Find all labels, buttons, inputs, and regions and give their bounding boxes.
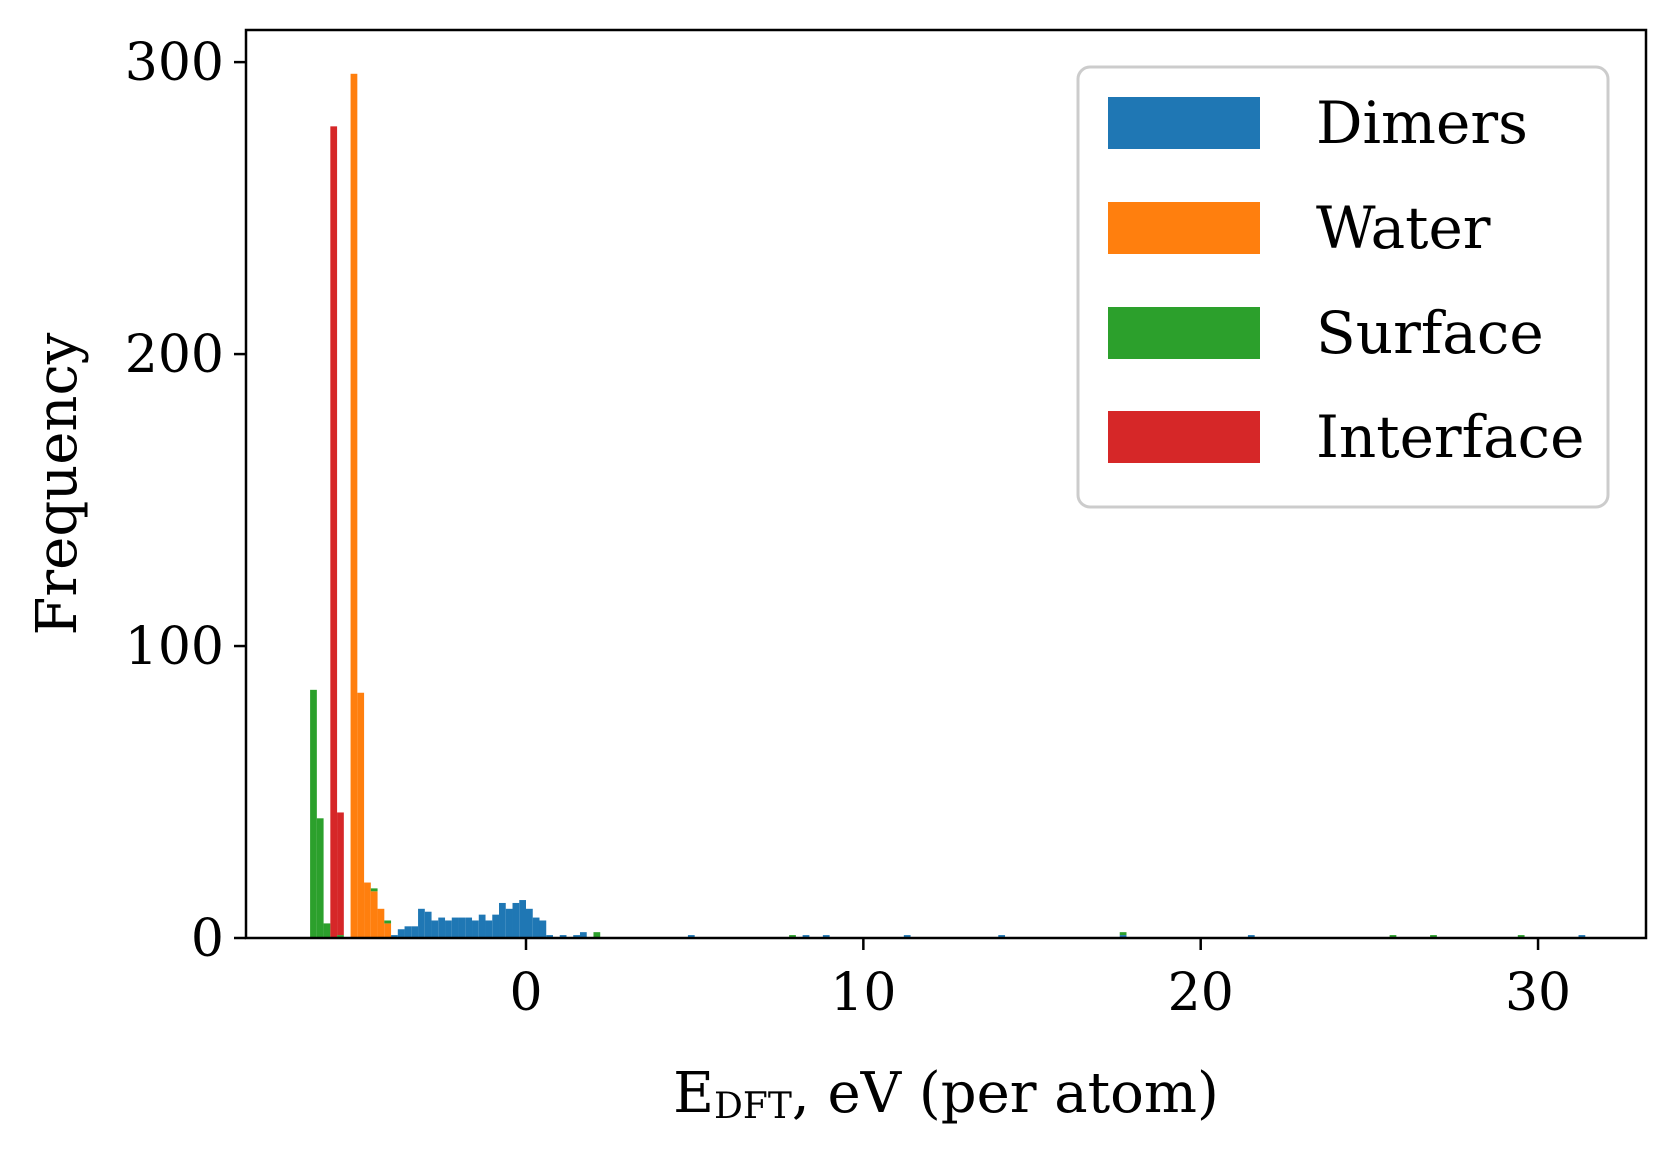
bar-water-0 (350, 73, 358, 939)
legend-label-surface: Surface (1316, 299, 1544, 367)
x-tick-label: 30 (1505, 963, 1571, 1023)
bar-dimers-31 (998, 935, 1006, 938)
legend-label-water: Water (1316, 194, 1491, 262)
bar-dimers-7 (438, 917, 446, 938)
bar-water-1 (357, 692, 365, 938)
bar-dimers-29 (822, 935, 830, 938)
bar-dimers-6 (431, 920, 439, 938)
bar-surface-11 (1517, 935, 1525, 938)
bar-water-5 (384, 923, 392, 938)
legend-label-interface: Interface (1316, 403, 1584, 471)
x-tick-label: 0 (509, 963, 542, 1023)
bars-layer (310, 73, 1586, 939)
bar-dimers-22 (539, 920, 547, 938)
bar-dimers-18 (512, 902, 520, 938)
bar-dimers-23 (546, 935, 553, 938)
bar-dimers-20 (526, 908, 533, 938)
bar-dimers-25 (573, 935, 580, 938)
bar-surface-6 (593, 932, 601, 938)
bar-dimers-32 (1119, 935, 1127, 938)
bar-dimers-26 (579, 932, 587, 938)
bar-dimers-17 (505, 908, 513, 938)
legend: Dimers Water Surface Interface (1076, 65, 1610, 509)
bar-dimers-27 (687, 935, 695, 938)
legend-swatch-surface (1108, 307, 1260, 359)
bar-dimers-5 (424, 911, 432, 938)
bar-dimers-19 (519, 900, 526, 938)
plot-frame (244, 28, 1648, 940)
bar-dimers-21 (532, 917, 540, 938)
bar-water-3 (370, 891, 378, 938)
bar-surface-2 (323, 923, 331, 938)
bar-dimers-24 (559, 935, 567, 938)
bar-surface-9 (1389, 935, 1397, 938)
bar-water-2 (364, 882, 371, 938)
bar-surface-8 (1119, 932, 1127, 936)
y-tick-label: 0 (191, 909, 224, 969)
bar-dimers-10 (458, 917, 466, 938)
bar-water-4 (377, 908, 385, 938)
x-tick-label: 20 (1168, 963, 1234, 1023)
y-tick-label: 300 (125, 33, 224, 93)
bar-dimers-13 (478, 914, 486, 938)
bar-dimers-28 (802, 935, 810, 938)
bar-dimers-34 (1578, 935, 1586, 938)
bar-dimers-9 (451, 917, 459, 938)
legend-swatch-dimers (1108, 97, 1260, 149)
bar-dimers-2 (404, 926, 412, 938)
bar-dimers-15 (492, 914, 500, 938)
bar-dimers-33 (1247, 935, 1255, 938)
bar-interface-1 (337, 812, 344, 936)
y-tick-label: 100 (125, 617, 224, 677)
legend-swatch-interface (1108, 411, 1260, 463)
bar-dimers-4 (418, 908, 425, 938)
legend-swatch-water (1108, 202, 1260, 254)
bar-surface-7 (789, 935, 796, 938)
x-axis-title: EDFT, eV (per atom) (673, 1061, 1219, 1127)
x-tick-label: 10 (830, 963, 896, 1023)
bar-dimers-8 (445, 920, 452, 938)
bar-dimers-1 (397, 929, 405, 938)
bar-surface-4 (370, 888, 378, 892)
bar-surface-1 (316, 818, 324, 938)
bar-dimers-12 (472, 920, 479, 938)
bar-interface-0 (330, 126, 338, 939)
bar-surface-5 (384, 920, 392, 924)
y-axis-title: Frequency (25, 332, 90, 635)
bar-surface-10 (1430, 935, 1437, 938)
bar-dimers-11 (465, 917, 473, 938)
bar-dimers-3 (411, 926, 419, 938)
legend-label-dimers: Dimers (1316, 89, 1528, 157)
bar-dimers-16 (499, 902, 506, 938)
bar-dimers-0 (391, 935, 398, 938)
bar-dimers-30 (903, 935, 911, 938)
bar-surface-0 (310, 689, 317, 938)
y-tick-label: 200 (125, 325, 224, 385)
bar-dimers-14 (485, 920, 493, 938)
legend-frame (1076, 65, 1610, 509)
bar-surface-3 (337, 935, 344, 938)
